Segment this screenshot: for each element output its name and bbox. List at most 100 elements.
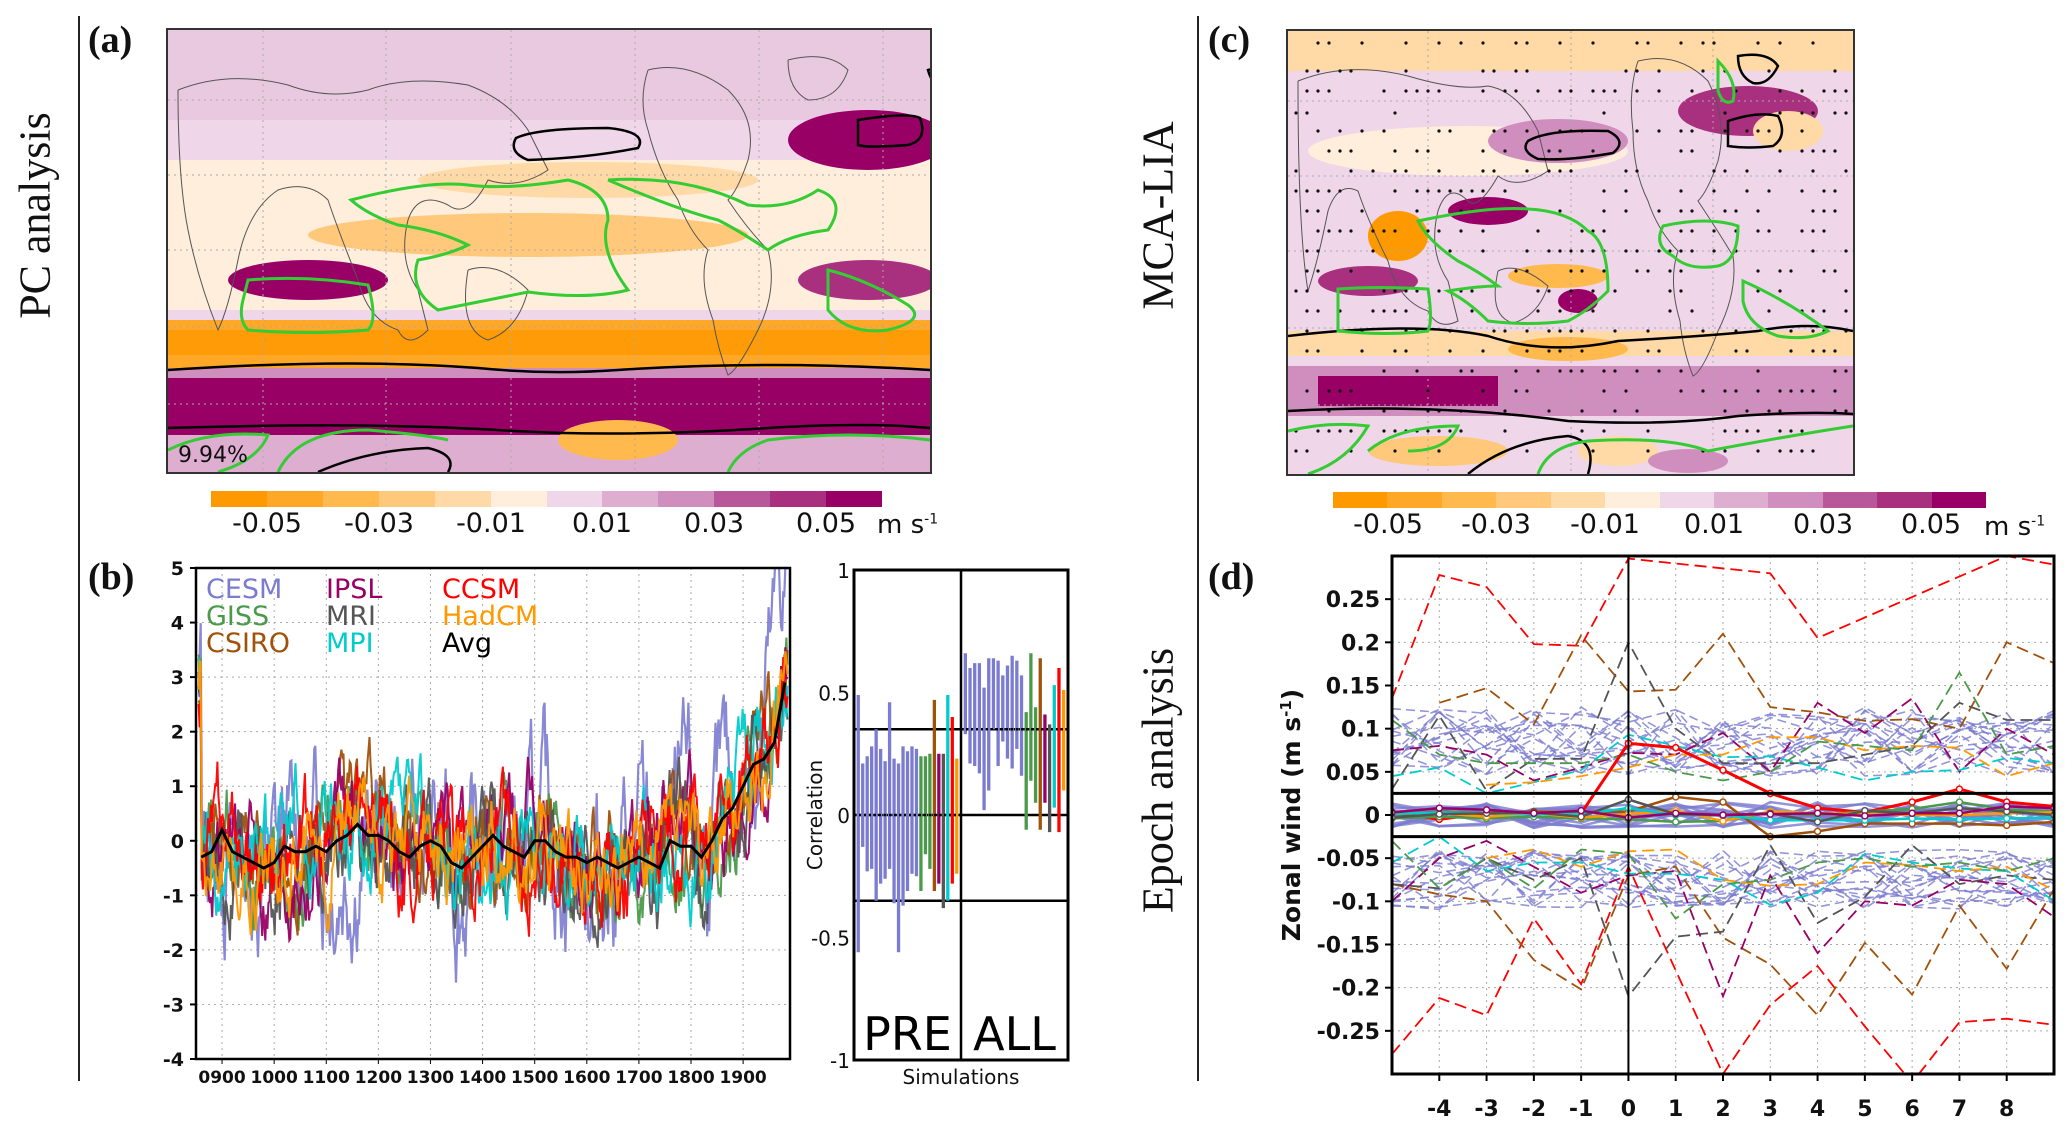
dashed-lower-mpi	[1392, 835, 2054, 906]
stipple-dot	[1349, 69, 1353, 73]
stipple-dot	[1305, 289, 1309, 293]
stipple-dot	[1613, 289, 1617, 293]
stipple-dot	[1624, 249, 1628, 253]
colorbar-c-swatch-0	[1333, 492, 1388, 508]
dashed-line-cesm	[1392, 850, 2054, 908]
stipple-dot	[1624, 209, 1628, 213]
colorbar-c-unit: m s-1	[1984, 512, 2045, 542]
stipple-dot	[1503, 149, 1507, 153]
left-divider	[78, 16, 80, 1081]
stipple-dot	[1305, 269, 1309, 273]
stipple-dot	[1327, 429, 1331, 433]
map-c-spac-orange	[1508, 264, 1608, 288]
stipple-dot	[1327, 389, 1331, 393]
stipple-dot	[1646, 41, 1650, 45]
stipple-dot	[1580, 409, 1584, 413]
y-tick-label: 3	[171, 667, 184, 689]
stipple-dot	[1349, 269, 1353, 273]
stipple-dot	[1690, 209, 1694, 213]
stipple-dot	[1338, 229, 1342, 233]
y-tick-label: -2	[163, 940, 184, 962]
dashed-upper-ccsm	[1392, 556, 2054, 699]
stipple-dot	[1393, 349, 1397, 353]
stipple-dot	[1657, 69, 1661, 73]
marker-mpi	[2002, 814, 2011, 823]
stipple-dot	[1635, 249, 1639, 253]
colorbar-a-unit-text: m s	[877, 510, 925, 540]
stipple-dot	[1382, 89, 1386, 93]
y-tick-label: 0.25	[1326, 588, 1380, 613]
group-label-pre: PRE	[863, 1007, 952, 1061]
stipple-dot	[1668, 289, 1672, 293]
marker-csiro	[1813, 827, 1822, 836]
map-c-coastlines	[1297, 58, 1735, 377]
stipple-dot	[1415, 289, 1419, 293]
stipple-dot	[1734, 349, 1738, 353]
stipple-dot	[1756, 129, 1760, 133]
dashed-lower-csiro	[1392, 865, 2054, 1017]
stipple-dot	[1602, 189, 1606, 193]
stipple-dot	[1789, 429, 1793, 433]
stipple-dot	[1778, 409, 1782, 413]
marker-giss	[1671, 818, 1680, 826]
stipple-dot	[1514, 389, 1518, 393]
stipple-dot	[1822, 269, 1826, 273]
stipple-dot	[1569, 369, 1573, 373]
x-tick-label: 1600	[563, 1068, 610, 1088]
x-tick-label: 1200	[355, 1068, 402, 1088]
stipple-dot	[1723, 389, 1727, 393]
stipple-dot	[1558, 89, 1562, 93]
y-tick-label: 1	[837, 559, 850, 583]
stipple-dot	[1294, 189, 1298, 193]
stipple-dot	[1822, 229, 1826, 233]
stipple-dot	[1756, 449, 1760, 453]
marker-mpi	[1766, 816, 1775, 824]
stipple-dot	[1844, 309, 1848, 313]
stipple-dot	[1514, 269, 1518, 273]
stipple-dot	[1305, 89, 1309, 93]
stipple-dot	[1767, 229, 1771, 233]
stipple-dot	[1547, 329, 1551, 333]
stipple-dot	[1426, 189, 1430, 193]
stipple-dot	[1800, 111, 1804, 115]
stipple-dot	[1602, 229, 1606, 233]
marker-mri	[1813, 818, 1822, 826]
marker-csiro	[1719, 798, 1727, 806]
stipple-dot	[1316, 41, 1320, 45]
stipple-dot	[1756, 209, 1760, 213]
y-tick-label: 0.15	[1326, 675, 1380, 700]
x-tick-label: 1900	[719, 1068, 766, 1088]
colorbar-a	[211, 491, 883, 507]
stipple-dot	[1701, 69, 1705, 73]
marker-ipsl	[1813, 809, 1822, 818]
stipple-dot	[1503, 409, 1507, 413]
map-c-natl-orange	[1753, 111, 1823, 151]
map-a-coastlines	[177, 56, 849, 376]
y-axis-label-close: )	[1277, 689, 1306, 700]
map-a-midlat-orange-core	[168, 330, 930, 355]
x-tick-label: 2	[1715, 1097, 1730, 1122]
dashed-line-cesm	[1392, 714, 2054, 766]
stipple-dot	[1811, 329, 1815, 333]
stipple-dot	[1657, 209, 1661, 213]
stipple-dot	[1646, 449, 1650, 453]
stipple-dot	[1833, 149, 1837, 153]
stipple-dot	[1316, 429, 1320, 433]
dashed-upper-hadcm	[1486, 736, 2054, 786]
stipple-dot	[1679, 129, 1683, 133]
stipple-dot	[1437, 429, 1441, 433]
colorbar-a-swatch-11	[826, 491, 883, 507]
x-tick-label: 0900	[198, 1068, 245, 1088]
stipple-dot	[1602, 89, 1606, 93]
stipple-dot	[1624, 389, 1628, 393]
stipple-dot	[1811, 169, 1815, 173]
dashed-lower-ipsl	[1392, 839, 2054, 999]
stipple-dot	[1679, 389, 1683, 393]
stipple-dot	[1316, 349, 1320, 353]
map-a-variance-label: 9.94%	[178, 443, 248, 468]
legend-item-avg: Avg	[442, 628, 492, 659]
stipple-dot	[1547, 289, 1551, 293]
stipple-dot	[1679, 149, 1683, 153]
stipple-dot	[1756, 369, 1760, 373]
stipple-dot	[1745, 349, 1749, 353]
